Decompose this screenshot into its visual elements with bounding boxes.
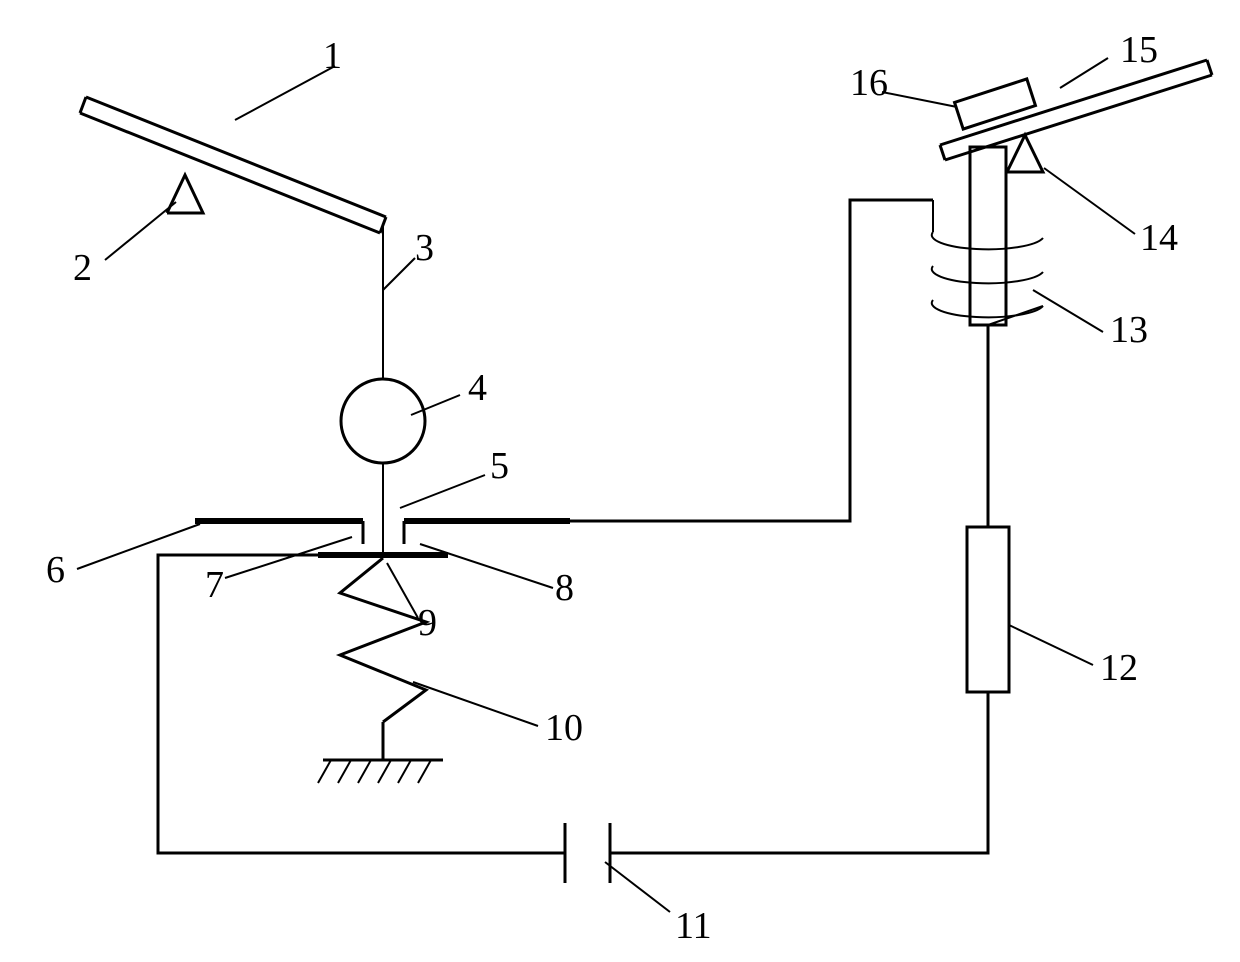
n10-label: 10 — [545, 707, 583, 749]
n1-label: 1 — [323, 35, 342, 77]
resistor — [967, 527, 1009, 692]
right-fulcrum — [1007, 135, 1043, 172]
n6-leader — [77, 524, 200, 569]
coil-loop — [932, 266, 1043, 283]
n12-leader — [1009, 625, 1093, 665]
wire-plate-to-coil — [570, 200, 933, 521]
coil-loop — [932, 232, 1043, 249]
coil-loop — [932, 300, 1043, 317]
n15-label: 15 — [1120, 29, 1158, 71]
n13-leader — [1033, 290, 1103, 332]
right-lever-bar — [940, 60, 1207, 145]
n5-label: 5 — [490, 445, 509, 487]
left-fulcrum — [167, 175, 203, 213]
n6-label: 6 — [46, 549, 65, 591]
n11-label: 11 — [675, 905, 712, 947]
n8-leader — [420, 544, 553, 588]
n2-label: 2 — [73, 247, 92, 289]
n14-leader — [1044, 168, 1135, 234]
n15-leader — [1060, 58, 1108, 88]
n16-leader — [882, 92, 957, 107]
n14-label: 14 — [1140, 217, 1178, 259]
n12-label: 12 — [1100, 647, 1138, 689]
n1-leader — [235, 66, 335, 120]
n3-leader — [383, 258, 415, 290]
solenoid-core — [970, 147, 1006, 325]
slider-block — [955, 79, 1036, 129]
n2-leader — [105, 202, 176, 260]
zigzag-spring — [340, 558, 426, 722]
n11-leader — [605, 862, 670, 912]
n5-leader — [400, 475, 485, 508]
n9-label: 9 — [418, 602, 437, 644]
wire-cap-to-resistor — [610, 692, 988, 853]
n3-label: 3 — [415, 227, 434, 269]
n4-label: 4 — [468, 367, 487, 409]
left-lever-bar — [80, 113, 380, 233]
n13-label: 13 — [1110, 309, 1148, 351]
n10-leader — [413, 682, 538, 726]
n7-label: 7 — [205, 564, 224, 606]
ball — [341, 379, 425, 463]
n8-label: 8 — [555, 567, 574, 609]
n16-label: 16 — [850, 62, 888, 104]
